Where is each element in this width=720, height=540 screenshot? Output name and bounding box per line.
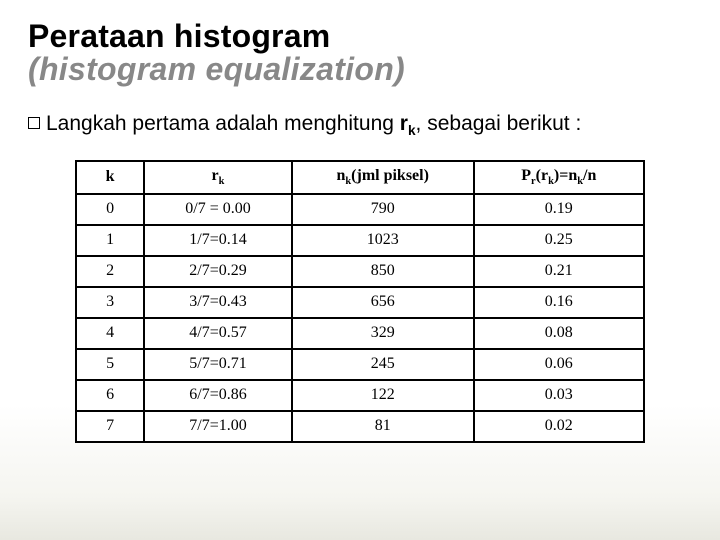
col-header-rk: rk <box>144 161 292 194</box>
data-table: k rk nk(jml piksel) Pr(rk)=nk/n 0 0/7 = … <box>75 160 645 443</box>
cell-k: 5 <box>76 349 144 380</box>
slide: Perataan histogram (histogram equalizati… <box>0 0 720 463</box>
cell-k: 0 <box>76 194 144 225</box>
cell-pr: 0.03 <box>474 380 644 411</box>
intro-pre: Langkah pertama adalah menghitung <box>46 112 400 135</box>
table-row: 6 6/7=0.86 122 0.03 <box>76 380 644 411</box>
table-row: 7 7/7=1.00 81 0.02 <box>76 411 644 442</box>
hdr-rk-base: r <box>212 167 219 184</box>
slide-title-line1: Perataan histogram <box>28 18 692 55</box>
cell-rk: 0/7 = 0.00 <box>144 194 292 225</box>
cell-k: 6 <box>76 380 144 411</box>
cell-nk: 329 <box>292 318 474 349</box>
cell-pr: 0.08 <box>474 318 644 349</box>
slide-title-line2: (histogram equalization) <box>28 51 692 88</box>
cell-nk: 122 <box>292 380 474 411</box>
table-row: 1 1/7=0.14 1023 0.25 <box>76 225 644 256</box>
col-header-nk: nk(jml piksel) <box>292 161 474 194</box>
cell-k: 4 <box>76 318 144 349</box>
hdr-pr-eq: )= <box>554 167 568 184</box>
table-row: 5 5/7=0.71 245 0.06 <box>76 349 644 380</box>
intro-sym-base: r <box>400 112 408 135</box>
cell-rk: 3/7=0.43 <box>144 287 292 318</box>
cell-nk: 790 <box>292 194 474 225</box>
cell-nk: 1023 <box>292 225 474 256</box>
col-header-k: k <box>76 161 144 194</box>
cell-nk: 850 <box>292 256 474 287</box>
cell-k: 1 <box>76 225 144 256</box>
hdr-nk-rest: (jml piksel) <box>351 167 429 184</box>
cell-rk: 6/7=0.86 <box>144 380 292 411</box>
table-row: 3 3/7=0.43 656 0.16 <box>76 287 644 318</box>
cell-rk: 2/7=0.29 <box>144 256 292 287</box>
cell-rk: 7/7=1.00 <box>144 411 292 442</box>
hdr-pr-tail: /n <box>583 167 596 184</box>
data-table-wrap: k rk nk(jml piksel) Pr(rk)=nk/n 0 0/7 = … <box>75 160 645 443</box>
hdr-pr-rbase: r <box>541 167 548 184</box>
intro-sym-sub: k <box>408 123 416 138</box>
col-header-pr: Pr(rk)=nk/n <box>474 161 644 194</box>
bullet-icon <box>28 117 40 129</box>
cell-k: 3 <box>76 287 144 318</box>
cell-k: 2 <box>76 256 144 287</box>
table-row: 4 4/7=0.57 329 0.08 <box>76 318 644 349</box>
table-body: 0 0/7 = 0.00 790 0.19 1 1/7=0.14 1023 0.… <box>76 194 644 442</box>
intro-post: , sebagai berikut : <box>416 112 582 135</box>
cell-nk: 245 <box>292 349 474 380</box>
cell-rk: 4/7=0.57 <box>144 318 292 349</box>
hdr-rk-sub: k <box>219 176 225 187</box>
table-row: 2 2/7=0.29 850 0.21 <box>76 256 644 287</box>
cell-rk: 1/7=0.14 <box>144 225 292 256</box>
table-row: 0 0/7 = 0.00 790 0.19 <box>76 194 644 225</box>
cell-rk: 5/7=0.71 <box>144 349 292 380</box>
hdr-pr-nbase: n <box>568 167 577 184</box>
cell-k: 7 <box>76 411 144 442</box>
hdr-pr-P: P <box>521 167 531 184</box>
table-header-row: k rk nk(jml piksel) Pr(rk)=nk/n <box>76 161 644 194</box>
cell-nk: 656 <box>292 287 474 318</box>
cell-pr: 0.19 <box>474 194 644 225</box>
cell-pr: 0.06 <box>474 349 644 380</box>
cell-pr: 0.02 <box>474 411 644 442</box>
cell-pr: 0.16 <box>474 287 644 318</box>
cell-pr: 0.21 <box>474 256 644 287</box>
intro-paragraph: Langkah pertama adalah menghitung rk, se… <box>28 110 692 140</box>
cell-nk: 81 <box>292 411 474 442</box>
cell-pr: 0.25 <box>474 225 644 256</box>
